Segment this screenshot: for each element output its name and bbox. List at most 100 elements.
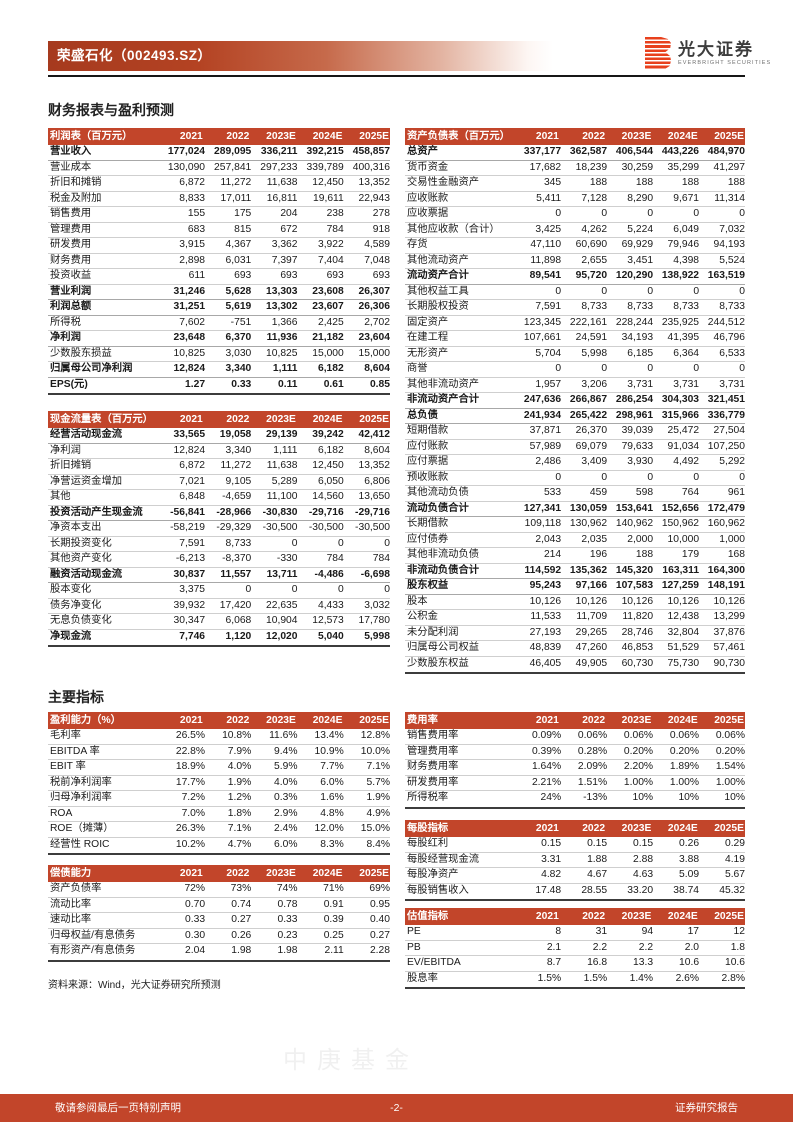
- cell-value: 7.1%: [227, 823, 252, 834]
- table-header-row: 每股指标 2021 2022 2023E 2024E 2025E: [405, 820, 745, 837]
- cell-value: 47,110: [530, 239, 562, 250]
- cell-value: 1.98: [231, 945, 252, 956]
- cell-value: 8,733: [225, 537, 252, 549]
- cell-value: 37,871: [529, 425, 562, 436]
- cell-value: 188: [589, 177, 608, 188]
- footer-bar: 敬请参阅最后一页特别声明 -2- 证券研究报告: [0, 1094, 793, 1122]
- cell-value: 1,957: [535, 378, 562, 390]
- cell-value: 1.8%: [227, 807, 252, 819]
- row-label: 总负债: [407, 409, 438, 421]
- cell-value: 153,641: [615, 502, 654, 514]
- table-header-row: 盈利能力（%） 2021 2022 2023E 2024E 2025E: [48, 712, 390, 729]
- cell-value: 12,020: [266, 630, 298, 642]
- cell-value: 48,839: [529, 642, 562, 653]
- cell-value: -29,716: [308, 506, 344, 518]
- cell-value: 11,638: [266, 177, 298, 188]
- cell-value: 6,050: [317, 475, 344, 487]
- valuation-table: 估值指标 2021 2022 2023E 2024E 2025E PE 8 31 94 17 12 PB…: [405, 908, 745, 989]
- cell-value: 10,000: [667, 533, 700, 545]
- cell-value: 0.27: [231, 914, 252, 925]
- cell-value: 16,811: [266, 192, 298, 204]
- cell-value: 6,049: [673, 223, 700, 235]
- cell-value: 75,730: [667, 657, 700, 669]
- cell-value: 1.5%: [537, 972, 562, 984]
- solvency-table: 偿债能力 2021 2022 2023E 2024E 2025E 资产负债率 72% 73% 74…: [48, 865, 390, 962]
- cell-value: 0.85: [369, 378, 390, 390]
- cell-value: 1.4%: [629, 972, 654, 984]
- cell-value: 123,345: [523, 316, 562, 328]
- year-header: 2022: [226, 131, 250, 142]
- cell-value: 29,265: [575, 626, 608, 638]
- cell-value: 5,998: [581, 347, 608, 359]
- cell-value: -30,500: [355, 522, 390, 533]
- cell-value: -751: [230, 316, 252, 328]
- row-label: 税金及附加: [50, 192, 102, 204]
- cell-value: 2,425: [317, 316, 344, 328]
- row-label: 长期借款: [407, 518, 449, 529]
- row-label: 折旧和摊销: [50, 177, 102, 188]
- table-row: 所得税率 24% -13% 10% 10% 10%: [405, 791, 745, 807]
- table-row: 融资活动现金流 30,837 11,557 13,711 -4,486 -6,698: [48, 568, 390, 583]
- table-row: 投资活动产生现金流 -56,841 -28,966 -30,830 -29,716 -29…: [48, 506, 390, 521]
- cell-value: 222,161: [569, 316, 608, 328]
- table-row: 营业利润 31,246 5,628 13,303 23,608 26,307: [48, 285, 390, 300]
- cell-value: 0.28%: [577, 745, 608, 757]
- cell-value: 12,438: [667, 611, 700, 622]
- cell-value: 26,307: [358, 285, 390, 297]
- cell-value: 7.0%: [181, 807, 206, 819]
- cell-value: 15,000: [312, 347, 344, 359]
- cell-value: 90,730: [713, 657, 746, 669]
- cell-value: 4.9%: [366, 807, 390, 819]
- cell-value: 7,591: [535, 301, 562, 312]
- balance-sheet-table: 资产负债表（百万元） 2021 2022 2023E 2024E 2025E 总资产 337,…: [405, 128, 745, 674]
- cell-value: 0.06%: [577, 730, 608, 741]
- everbright-logo: 光大证券 EVERBRIGHT SECURITIES: [645, 37, 771, 70]
- cell-value: 11,314: [714, 192, 746, 204]
- cell-value: 74%: [276, 883, 298, 894]
- table-row: 股东权益 95,243 97,166 107,583 127,259 148,191: [405, 579, 745, 595]
- cell-value: 6,185: [627, 347, 654, 359]
- cell-value: 95,720: [575, 270, 608, 281]
- cell-value: 0: [384, 584, 390, 595]
- cell-value: 10,126: [575, 595, 608, 607]
- table-row: 净利润 23,648 6,370 11,936 21,182 23,604: [48, 331, 390, 347]
- table-header-row: 估值指标 2021 2022 2023E 2024E 2025E: [405, 908, 745, 925]
- cell-value: 10.6: [679, 957, 700, 968]
- cell-value: 4,492: [673, 456, 700, 467]
- cell-value: 235,925: [661, 316, 700, 328]
- cell-value: 4.82: [541, 869, 562, 880]
- cell-value: 30,837: [173, 568, 206, 580]
- row-label: 利润总额: [50, 301, 92, 312]
- section-title-key-metrics: 主要指标: [48, 689, 104, 705]
- row-label: 研发费用: [50, 239, 92, 250]
- table-row: 长期投资变化 7,591 8,733 0 0 0: [48, 537, 390, 552]
- row-label: 财务费用: [50, 254, 92, 266]
- year-header: 2021: [179, 131, 203, 142]
- cell-value: 15,000: [358, 347, 390, 359]
- table-row: 债务净变化 39,932 17,420 22,635 4,433 3,032: [48, 599, 390, 614]
- cell-value: 11,533: [530, 611, 562, 622]
- table-row: 应付债券 2,043 2,035 2,000 10,000 1,000: [405, 533, 745, 548]
- table-row: PB 2.1 2.2 2.2 2.0 1.8: [405, 941, 745, 956]
- cell-value: 8,290: [627, 192, 654, 204]
- cell-value: 95,243: [529, 580, 562, 591]
- cell-value: 12,824: [173, 444, 206, 456]
- cell-value: 1.00%: [623, 776, 654, 788]
- row-label: 其他: [50, 491, 71, 502]
- table-row: 应收票据 0 0 0 0 0: [405, 207, 745, 223]
- cell-value: 784: [372, 553, 390, 564]
- year-header: 2022: [226, 414, 250, 425]
- logo-name-cn: 光大证券: [678, 39, 754, 59]
- table-row: 经营性 ROIC 10.2% 4.7% 6.0% 8.3% 8.4%: [48, 838, 390, 854]
- cell-value: 71%: [323, 883, 344, 894]
- year-header: 2025E: [359, 131, 390, 142]
- table-row: 每股经营现金流 3.31 1.88 2.88 3.88 4.19: [405, 853, 745, 868]
- cell-value: 10,126: [667, 595, 700, 607]
- cell-value: 3,731: [673, 378, 700, 390]
- year-header: 2023E: [266, 715, 296, 726]
- table-row: 净现金流 7,746 1,120 12,020 5,040 5,998: [48, 630, 390, 646]
- cell-value: 3,362: [271, 239, 298, 250]
- row-label: 经营活动现金流: [50, 429, 123, 440]
- row-label: 短期借款: [407, 425, 449, 436]
- year-header: 2022: [226, 715, 250, 726]
